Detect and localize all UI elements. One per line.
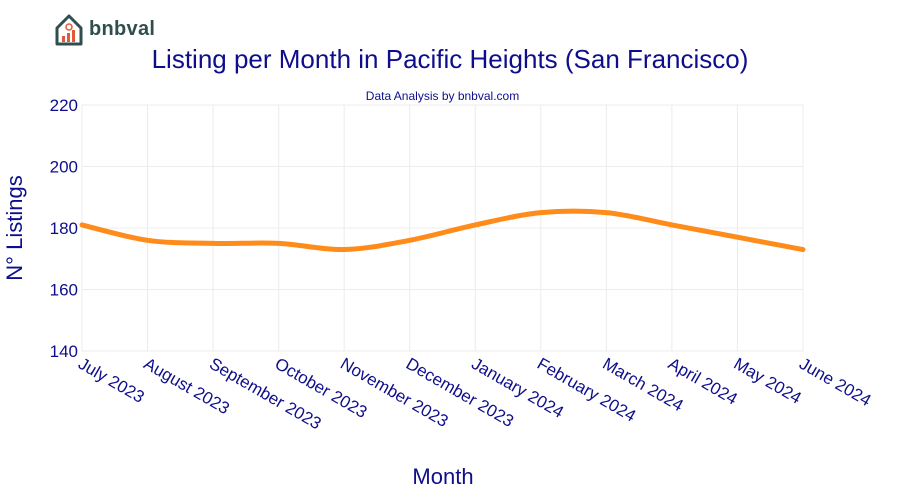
- chart-subtitle: Data Analysis by bnbval.com: [365, 89, 520, 103]
- y-tick-label: 200: [50, 158, 78, 177]
- x-axis-label: Month: [412, 464, 473, 489]
- logo: bnbval: [54, 12, 155, 46]
- logo-text: bnbval: [89, 17, 156, 40]
- y-axis-ticks: 140 160 180 200 220: [50, 96, 78, 361]
- x-tick-label: December 2023: [403, 354, 517, 431]
- series-group: [79, 208, 806, 253]
- y-tick-label: 160: [50, 281, 78, 300]
- y-tick-label: 220: [50, 96, 78, 115]
- x-tick-label: September 2023: [206, 354, 324, 433]
- y-tick-label: 140: [50, 342, 78, 361]
- series-line: [79, 208, 806, 253]
- y-tick-label: 180: [50, 219, 78, 238]
- x-tick-label: July 2023: [75, 354, 148, 407]
- house-chart-icon: [55, 14, 83, 46]
- x-tick-label: November 2023: [337, 354, 451, 431]
- x-tick-label: May 2024: [730, 354, 804, 408]
- chart-title: Listing per Month in Pacific Heights (Sa…: [151, 44, 749, 74]
- x-tick-label: June 2024: [796, 354, 874, 410]
- y-axis-label: N° Listings: [2, 175, 27, 280]
